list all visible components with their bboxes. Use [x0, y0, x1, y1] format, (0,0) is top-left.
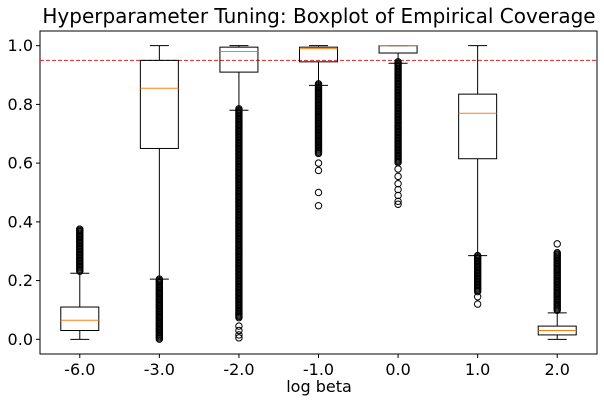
- outlier-point: [394, 185, 402, 194]
- outlier-point: [553, 240, 561, 248]
- x-tick-label: -1.0: [303, 360, 334, 379]
- outlier-point: [394, 179, 402, 188]
- x-tick-label: 0.0: [385, 360, 410, 379]
- box: [378, 45, 418, 54]
- outlier-point: [553, 306, 561, 314]
- outlier-point: [314, 159, 323, 167]
- y-tick-label: 0.4: [8, 212, 33, 231]
- outlier-point: [235, 334, 243, 342]
- outlier-point: [394, 172, 402, 181]
- outlier-point: [235, 322, 243, 330]
- y-tick-label: 0.0: [8, 330, 33, 349]
- outlier-point: [314, 188, 323, 197]
- box: [299, 46, 338, 63]
- y-tick-label: 0.6: [8, 154, 33, 173]
- plot-area: 0.0 0.2 0.4 0.6 0.8 1.0 -6.0 -3.0 -2.0 -1.0 0.0 1.0…: [8, 30, 598, 379]
- y-tick-label: 0.2: [8, 271, 33, 290]
- x-tick-label: -6.0: [64, 360, 95, 379]
- outlier-point: [473, 293, 482, 301]
- outlier-point: [235, 313, 243, 322]
- chart-title: Hyperparameter Tuning: Boxplot of Empiri…: [42, 4, 595, 28]
- x-tick-label: -3.0: [144, 360, 175, 379]
- box: [60, 306, 100, 332]
- outlier-point: [473, 287, 482, 296]
- outlier-point: [314, 202, 323, 210]
- outlier-point: [473, 300, 482, 308]
- x-tick-label: 2.0: [544, 360, 569, 379]
- box: [139, 59, 179, 149]
- outlier-point: [235, 331, 243, 339]
- outlier-point: [235, 326, 243, 335]
- y-tick-label: 1.0: [8, 36, 33, 55]
- box: [219, 46, 259, 73]
- x-tick-label: -2.0: [223, 360, 254, 379]
- box: [458, 93, 498, 160]
- y-tick-label: 0.8: [8, 95, 33, 114]
- outlier-point: [155, 335, 164, 343]
- x-tick-label: 1.0: [465, 360, 490, 379]
- outlier-point: [394, 197, 402, 206]
- outlier-point: [314, 166, 323, 175]
- outlier-point: [394, 165, 402, 173]
- outlier-point: [394, 200, 402, 208]
- outlier-point: [394, 191, 402, 200]
- outlier-point: [314, 149, 323, 158]
- outlier-point: [76, 225, 84, 233]
- outlier-point: [76, 267, 84, 275]
- x-axis-label: log beta: [286, 377, 352, 396]
